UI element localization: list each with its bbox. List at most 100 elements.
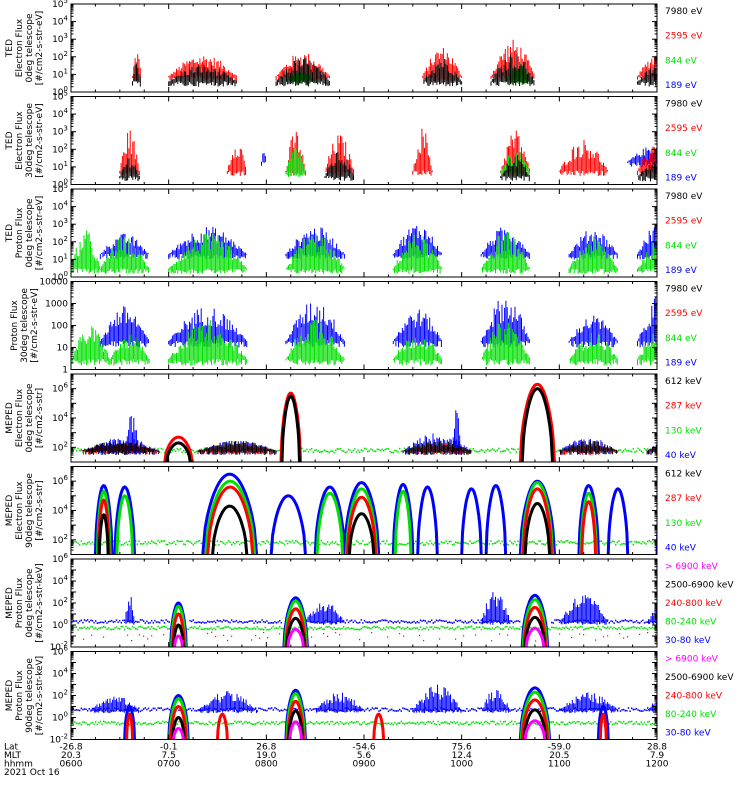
baseline-point [348,622,349,624]
baseline-point [81,540,82,542]
baseline-point [281,542,282,544]
baseline-point [391,452,392,454]
baseline-point [429,621,430,623]
baseline-point [372,449,373,451]
baseline-point [141,619,142,621]
baseline-point [287,543,288,545]
baseline-point [405,544,406,546]
baseline-point [274,542,275,544]
y-axis-title-line: [#/cm2-s-str] [35,388,45,448]
baseline-point [297,541,298,543]
baseline-point [173,541,174,543]
baseline-point [305,450,306,452]
baseline-point [473,621,474,623]
baseline-point [617,621,618,623]
baseline-point [433,622,434,624]
baseline-point [77,543,78,545]
baseline-point [301,448,302,450]
baseline-point [535,543,536,545]
baseline-point [626,450,627,452]
baseline-point [87,542,88,544]
baseline-point [637,541,638,543]
baseline-point [330,542,331,544]
baseline-point [644,622,645,624]
baseline-point [618,540,619,542]
baseline-point [639,622,640,624]
baseline-point [473,448,474,450]
baseline-point [175,544,176,546]
baseline-point [445,620,446,622]
baseline-point [380,450,381,452]
baseline-point [79,621,80,623]
baseline-point [586,542,587,544]
baseline-point [393,452,394,454]
baseline-point [399,543,400,545]
baseline-point [98,622,99,624]
baseline-point [223,542,224,544]
baseline-point [276,542,277,544]
baseline-point [642,620,643,622]
baseline-point [90,620,91,622]
baseline-point [177,448,178,450]
baseline-point [225,620,226,622]
legend-entry: 40 keV [665,451,697,461]
baseline-point [77,622,78,624]
baseline-point [375,622,376,624]
baseline-point [209,621,210,623]
baseline-point [103,542,104,544]
baseline-point [277,450,278,452]
baseline-point [554,619,555,621]
baseline-point [369,542,370,544]
baseline-point [146,543,147,545]
baseline-point [263,621,264,623]
baseline-point [468,622,469,624]
baseline-point [239,544,240,546]
baseline-point [341,450,342,452]
baseline-point [439,619,440,621]
y-tick-label: 10000 [39,278,68,288]
baseline-point [404,621,405,623]
baseline-point [404,448,405,450]
y-axis-title-line: MEPED [5,495,15,527]
baseline-point [529,541,530,543]
baseline-point [316,449,317,451]
baseline-point [215,544,216,546]
baseline-point [269,622,270,624]
flux-dome [462,489,482,555]
y-axis-title-line: Proton Flux [10,300,20,351]
baseline-point [204,622,205,624]
baseline-point [308,542,309,544]
legend-entry: 189 eV [665,81,698,91]
baseline-point [389,543,390,545]
baseline-point [589,542,590,544]
baseline-point [365,544,366,546]
baseline-point [170,543,171,545]
y-axis-title-line: 30deg telescope [20,288,30,363]
baseline-point [357,450,358,452]
baseline-point [639,449,640,451]
baseline-point [641,543,642,545]
baseline-point [636,541,637,543]
baseline-point [281,622,282,624]
baseline-point [268,622,269,624]
baseline-point [193,450,194,452]
baseline-point [489,543,490,545]
baseline-point [434,621,435,623]
baseline-point [119,540,120,542]
baseline-point [410,622,411,624]
baseline-point [364,448,365,450]
baseline-point [621,543,622,545]
baseline-point [353,622,354,624]
baseline-point [242,622,243,624]
baseline-point [207,621,208,623]
baseline-point [613,541,614,543]
baseline-point [373,621,374,623]
legend-entry: 2595 eV [665,124,703,134]
baseline-point [457,542,458,544]
y-tick-label: 101 [52,252,68,265]
baseline-point [129,541,130,543]
baseline-point [644,448,645,450]
baseline-point [188,540,189,542]
baseline-point [508,544,509,546]
